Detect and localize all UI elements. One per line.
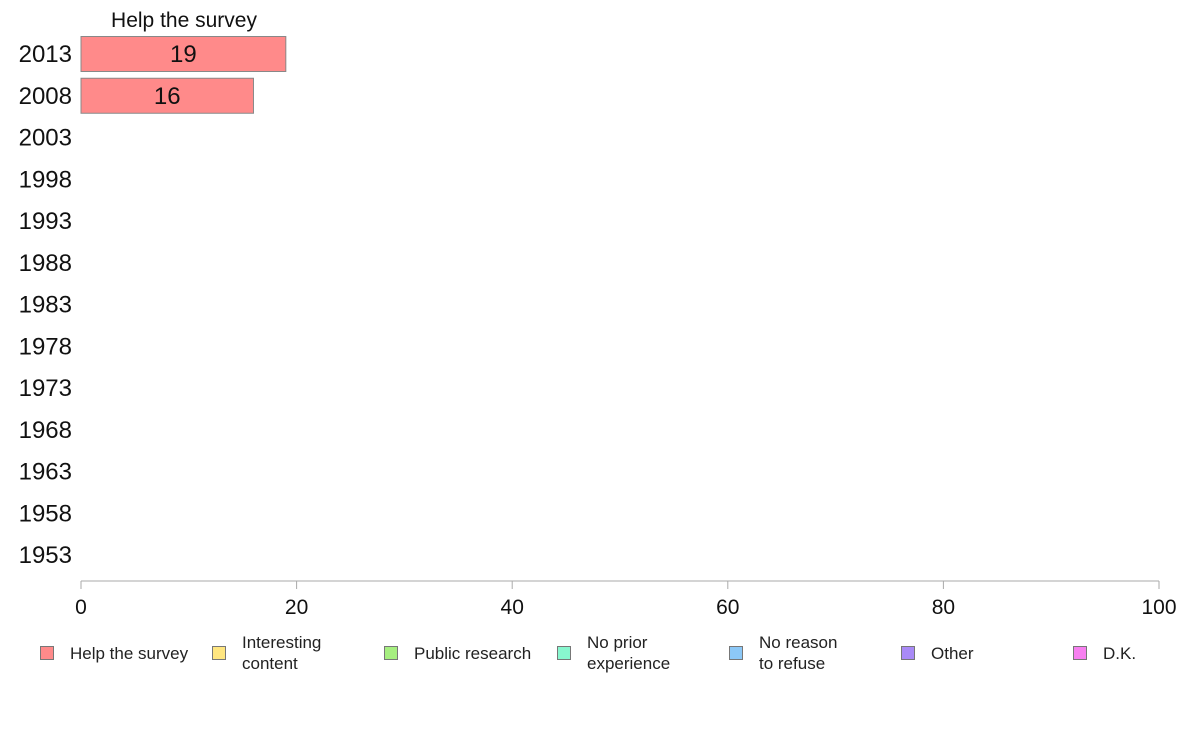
category-label: 1983: [19, 292, 72, 319]
x-tick-label: 60: [716, 596, 739, 619]
legend-label: No prior experience: [587, 633, 671, 673]
category-label: 1968: [19, 417, 72, 444]
legend-label: Interesting content: [242, 633, 322, 673]
category-label: 1988: [19, 250, 72, 277]
chart: Help the survey 2013 19 2008 16 2003 1998 1993 1…: [19, 9, 1177, 619]
legend-label: No reason to refuse: [759, 633, 838, 673]
legend-item: Interesting content: [212, 630, 321, 676]
bar: [80, 77, 254, 114]
category-label: 2008: [19, 83, 72, 110]
category-label: 1993: [19, 208, 72, 235]
x-tick-label: 20: [285, 596, 308, 619]
legend-item: No reason to refuse: [729, 630, 837, 676]
legend-swatch: [384, 646, 398, 660]
category-label: 2003: [19, 125, 72, 152]
legend-item: D.K.: [1073, 630, 1136, 676]
legend: Help the survey Interesting content Public…: [0, 628, 1188, 678]
legend-swatch: [212, 646, 226, 660]
legend-swatch: [901, 646, 915, 660]
series-header: Help the survey: [111, 9, 257, 32]
x-tick-label: 100: [1141, 596, 1176, 619]
category-label: 1953: [19, 542, 72, 569]
x-tick-label: 80: [932, 596, 955, 619]
category-label: 1963: [19, 459, 72, 486]
legend-label: Other: [931, 643, 974, 663]
legend-label: Public research: [414, 643, 532, 663]
data-label: 19: [170, 41, 197, 68]
legend-swatch: [1073, 646, 1087, 660]
legend-swatch: [557, 646, 571, 660]
bar: [80, 36, 287, 72]
category-label: 1958: [19, 500, 72, 527]
data-label: 16: [154, 83, 181, 110]
x-tick-label: 40: [501, 596, 524, 619]
legend-label: D.K.: [1103, 643, 1137, 663]
legend-swatch: [40, 646, 54, 660]
category-label: 1998: [19, 166, 72, 193]
legend-item: No prior experience: [557, 630, 670, 676]
x-tick-label: 0: [75, 596, 87, 619]
legend-label: Help the survey: [70, 643, 189, 663]
category-label: 1978: [19, 333, 72, 360]
legend-swatch: [729, 646, 743, 660]
legend-item: Public research: [384, 630, 531, 676]
category-label: 2013: [19, 41, 72, 68]
legend-item: Help the survey: [40, 630, 188, 676]
legend-item: Other: [901, 630, 974, 676]
category-label: 1973: [19, 375, 72, 402]
